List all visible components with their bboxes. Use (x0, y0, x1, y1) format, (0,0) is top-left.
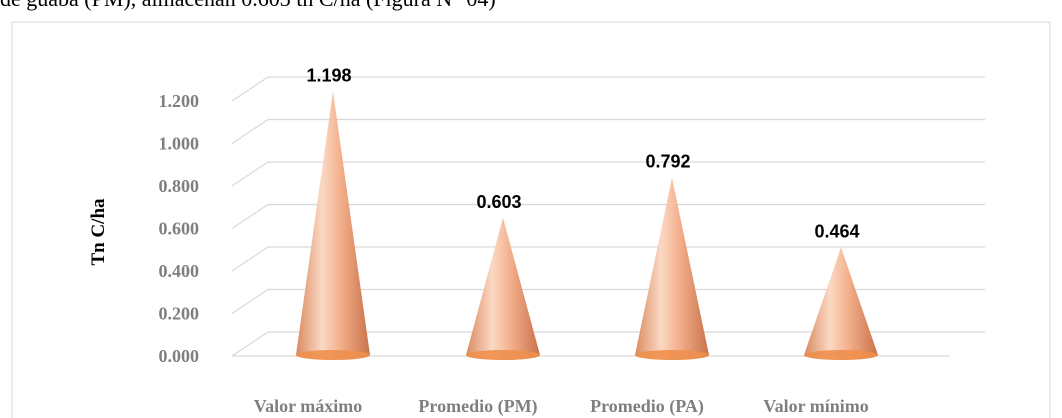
cone-bar (296, 91, 370, 361)
data-label: 0.603 (476, 192, 521, 212)
cone-bar (466, 217, 540, 360)
gridline-side (231, 289, 269, 314)
cone-bar (635, 177, 709, 360)
data-label: 0.792 (645, 152, 690, 172)
gridline-side (231, 204, 269, 229)
category-label: Valor máximo (254, 396, 363, 416)
category-label: Promedio (PA) (590, 396, 704, 417)
gridline-side (231, 331, 269, 357)
gridline-side (231, 76, 269, 102)
y-tick-label: 0.200 (159, 304, 200, 324)
chart-frame (11, 21, 1051, 418)
category-labels: Valor máximo Promedio (PM) Promedio (PA) Va… (254, 396, 869, 417)
cone-base (466, 350, 540, 360)
caption-fragment: de guaba (PM), almacenan 0.603 tn C/ha (… (0, 0, 1062, 16)
data-label: 1.198 (306, 65, 351, 85)
category-label: Promedio (PM) (418, 396, 537, 417)
cone-base (635, 350, 709, 360)
cone-bar (804, 247, 878, 360)
y-tick-label: 0.800 (159, 176, 200, 196)
data-labels: 1.198 0.603 0.792 0.464 (306, 65, 859, 241)
gridline-side (231, 161, 269, 187)
y-tick-labels: 0.000 0.200 0.400 0.600 0.800 1.000 1.200 (159, 91, 200, 366)
y-tick-label: 1.200 (159, 91, 200, 111)
y-axis-title: Tn C/ha (88, 198, 109, 266)
gridline-side (231, 119, 269, 144)
cone-base (804, 350, 878, 360)
category-label: Valor mínimo (763, 396, 869, 416)
cone-base (296, 350, 370, 360)
y-tick-label: 0.600 (159, 219, 200, 239)
gridline-side (231, 246, 269, 272)
data-label: 0.464 (814, 221, 859, 241)
cones (296, 91, 878, 361)
y-tick-label: 0.400 (159, 261, 200, 281)
y-tick-label: 0.000 (159, 346, 200, 366)
y-tick-label: 1.000 (159, 134, 200, 154)
